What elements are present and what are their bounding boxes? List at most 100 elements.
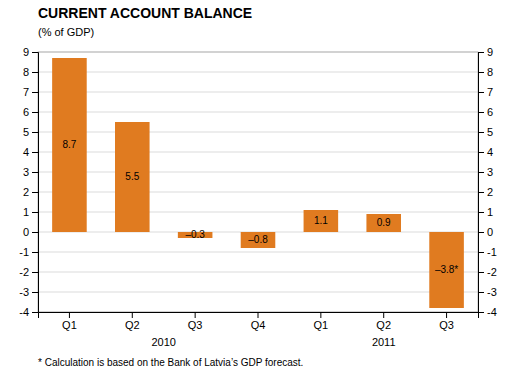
annotation: 2010: [151, 336, 175, 348]
tick-mark: [32, 112, 38, 113]
tick-mark: [478, 52, 484, 53]
tick-label: 6: [487, 106, 493, 118]
chart: CURRENT ACCOUNT BALANCE(% of GDP)Q1Q2Q3Q…: [0, 0, 516, 374]
y-axis: -4-3-2-10123456789: [19, 46, 38, 318]
tick-label: 3: [23, 166, 29, 178]
tick: 1: [23, 206, 38, 218]
tick-mark: [132, 312, 133, 318]
tick-mark: [32, 312, 38, 313]
tick-label: 7: [487, 86, 493, 98]
tick-mark: [383, 312, 384, 318]
tick-label: -4: [487, 306, 497, 318]
tick-mark: [478, 272, 484, 273]
bar: [115, 122, 150, 232]
tick-label: 1: [487, 206, 493, 218]
grid-line: [38, 212, 478, 213]
tick-mark: [32, 212, 38, 213]
tick-label: 8: [23, 66, 29, 78]
tick-mark: [69, 312, 70, 318]
data-label: 8.7: [62, 139, 76, 150]
tick-label: 2: [487, 186, 493, 198]
tick: -3: [19, 286, 38, 298]
tick: 5: [478, 126, 493, 138]
tick: 0: [23, 226, 38, 238]
tick: 8: [23, 66, 38, 78]
plot-frame: [38, 52, 478, 312]
data-label: 1.1: [314, 215, 328, 226]
subtitle: (% of GDP): [38, 26, 94, 38]
data-label: –3.8*: [435, 264, 458, 275]
tick: 5: [23, 126, 38, 138]
tick-mark: [195, 312, 196, 318]
tick-mark: [32, 52, 38, 53]
tick-mark: [478, 72, 484, 73]
tick: 4: [478, 146, 493, 158]
tick-mark: [32, 72, 38, 73]
tick-label: -3: [487, 286, 497, 298]
tick: -1: [19, 246, 38, 258]
tick-mark: [478, 192, 484, 193]
tick-label: 9: [487, 46, 493, 58]
tick-mark: [32, 272, 38, 273]
bars: [52, 58, 464, 308]
bar: [52, 58, 87, 232]
tick-mark: [32, 92, 38, 93]
tick: 3: [23, 166, 38, 178]
tick-label: 3: [487, 166, 493, 178]
tick: 4: [23, 146, 38, 158]
bar: [241, 232, 276, 248]
tick-mark: [478, 292, 484, 293]
tick-mark: [478, 312, 484, 313]
footnote: * Calculation is based on the Bank of La…: [38, 357, 303, 368]
grid-line: [38, 172, 478, 173]
tick: Q2: [125, 312, 140, 331]
tick-mark: [478, 252, 484, 253]
tick-mark: [478, 232, 484, 233]
grid-line: [38, 152, 478, 153]
tick: 7: [23, 86, 38, 98]
data-label: –0.8: [248, 234, 268, 245]
grid-line: [38, 72, 478, 73]
annotations: 20102011: [151, 336, 395, 348]
y2-axis: -4-3-2-10123456789: [478, 46, 497, 318]
tick-label: -3: [19, 286, 29, 298]
tick: -2: [478, 266, 497, 278]
grid-line: [38, 272, 478, 273]
tick: Q4: [251, 312, 266, 331]
tick-label: 9: [23, 46, 29, 58]
tick-label: Q3: [188, 319, 203, 331]
grid-line: [38, 192, 478, 193]
tick: -4: [19, 306, 38, 318]
tick-mark: [32, 232, 38, 233]
tick-mark: [446, 312, 447, 318]
grid-line: [38, 252, 478, 253]
grid-line: [38, 92, 478, 93]
axis-line: [32, 53, 39, 313]
tick-label: 6: [23, 106, 29, 118]
tick-label: -1: [19, 246, 29, 258]
grid-line: [38, 112, 478, 113]
tick-mark: [32, 152, 38, 153]
axis-line: [479, 53, 485, 313]
tick: 6: [23, 106, 38, 118]
tick-mark: [478, 92, 484, 93]
grid-line: [38, 132, 478, 133]
tick-label: 7: [23, 86, 29, 98]
title: CURRENT ACCOUNT BALANCE: [38, 5, 252, 21]
tick-label: Q4: [251, 319, 266, 331]
tick-label: 8: [487, 66, 493, 78]
tick-label: 0: [23, 226, 29, 238]
tick: 9: [478, 46, 493, 58]
tick-label: 5: [487, 126, 493, 138]
tick: Q3: [188, 312, 203, 331]
tick-mark: [478, 172, 484, 173]
tick-label: Q2: [376, 319, 391, 331]
tick: 2: [23, 186, 38, 198]
tick-mark: [478, 132, 484, 133]
tick-label: Q2: [125, 319, 140, 331]
tick: 6: [478, 106, 493, 118]
tick-mark: [258, 312, 259, 318]
tick-mark: [32, 252, 38, 253]
tick: 7: [478, 86, 493, 98]
tick-mark: [32, 192, 38, 193]
